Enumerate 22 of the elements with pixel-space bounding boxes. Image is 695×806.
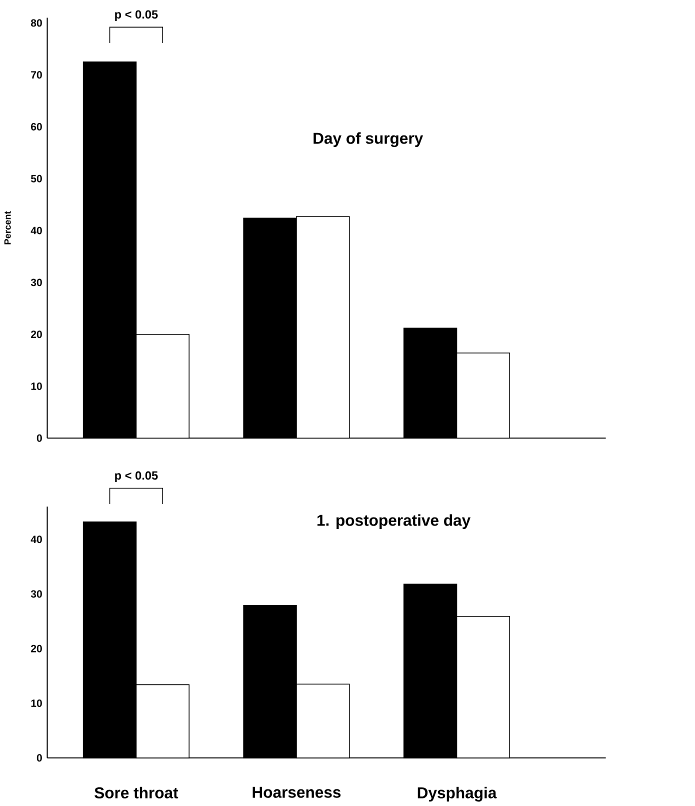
y-axis-title: Percent [4,211,11,244]
y-tick-label: 50 [31,174,42,182]
y-tick-label: 20 [31,644,42,652]
x-tick-label: Sore throat [94,786,178,798]
y-tick-label: 60 [31,123,42,130]
chart-title: 1. postoperative day [318,514,471,530]
y-tick-label: 10 [31,382,42,390]
y-tick-label: 40 [30,536,42,544]
y-tick-label: 10 [31,700,42,707]
y-tick-label: 0 [37,754,42,762]
text: p < 0.05 [115,471,158,482]
y-tick-label: 40 [30,226,42,234]
y-tick-label: 30 [31,278,42,286]
x-tick-label: Dysphagia [418,786,497,802]
y-tick-label: 70 [31,71,42,79]
y-tick-label: 30 [31,590,42,598]
text: Day of surgery [314,132,424,148]
y-tick-label: 0 [37,434,42,442]
y-tick-label: 80 [31,19,42,27]
y-tick-label: 20 [31,330,42,338]
annotation: p < 0.05 [115,10,158,21]
x-tick-label: Hoarseness [252,786,341,798]
